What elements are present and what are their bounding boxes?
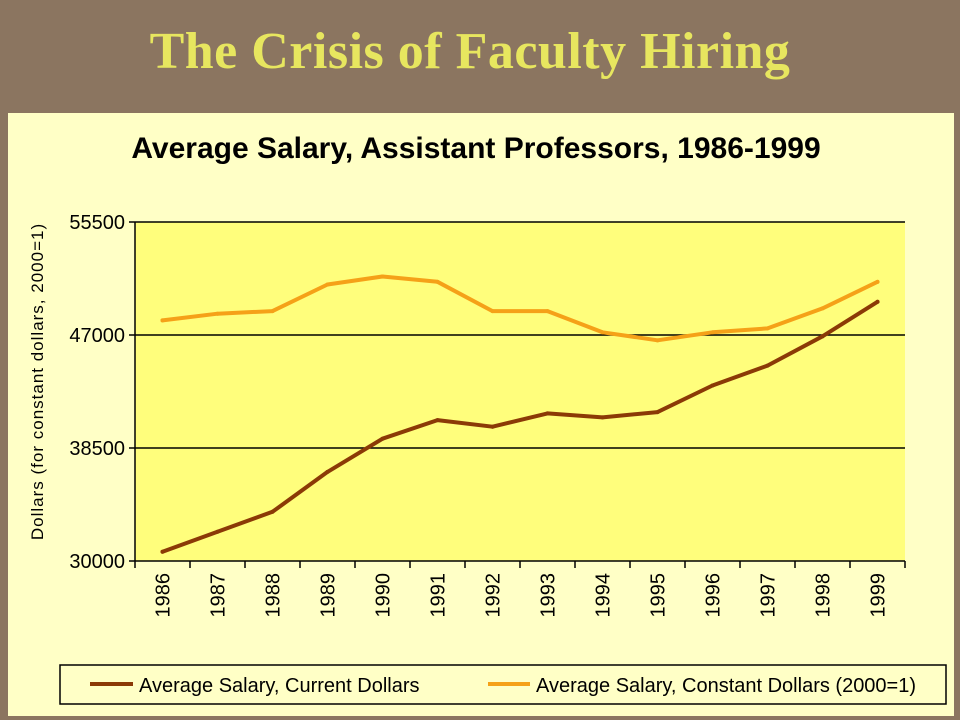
- series-lines: [160, 274, 880, 554]
- y-tick-label: 38500: [69, 438, 125, 460]
- data-point: [325, 282, 330, 287]
- data-point: [875, 279, 880, 284]
- legend-label: Average Salary, Current Dollars: [139, 675, 420, 697]
- x-tick-label: 1986: [153, 573, 175, 618]
- x-tick-label: 1996: [703, 573, 725, 618]
- data-point: [490, 424, 495, 429]
- chart-title: Average Salary, Assistant Professors, 19…: [131, 132, 820, 165]
- y-axis-ticks: 30000 38500 47000 55500: [69, 212, 135, 573]
- data-point: [215, 529, 220, 534]
- data-point: [875, 299, 880, 304]
- data-point: [655, 338, 660, 343]
- chart-panel: Average Salary, Assistant Professors, 19…: [8, 113, 954, 716]
- y-tick-label: 55500: [69, 212, 125, 234]
- slide-title: The Crisis of Faculty Hiring: [149, 23, 791, 80]
- y-axis-label: Dollars (for constant dollars, 2000=1): [28, 223, 47, 540]
- data-point: [600, 415, 605, 420]
- x-tick-label: 1987: [208, 573, 230, 618]
- data-point: [215, 311, 220, 316]
- x-tick-label: 1991: [428, 573, 450, 618]
- data-point: [765, 363, 770, 368]
- x-tick-label: 1997: [758, 573, 780, 618]
- x-tick-label: 1989: [318, 573, 340, 618]
- series-line-0: [160, 299, 880, 554]
- data-point: [600, 330, 605, 335]
- data-point: [435, 418, 440, 423]
- data-point: [545, 411, 550, 416]
- x-tick-label: 1990: [373, 573, 395, 618]
- series-line-1: [160, 274, 880, 343]
- data-point: [820, 334, 825, 339]
- data-point: [160, 549, 165, 554]
- plot-area: [135, 222, 905, 561]
- data-point: [380, 274, 385, 279]
- data-point: [765, 326, 770, 331]
- data-point: [545, 309, 550, 314]
- data-point: [380, 436, 385, 441]
- data-point: [325, 469, 330, 474]
- x-tick-label: 1994: [593, 573, 615, 618]
- data-point: [270, 509, 275, 514]
- y-tick-label: 47000: [69, 325, 125, 347]
- y-tick-label: 30000: [69, 551, 125, 573]
- legend-label: Average Salary, Constant Dollars (2000=1…: [536, 675, 916, 697]
- data-point: [270, 309, 275, 314]
- data-point: [710, 330, 715, 335]
- data-point: [710, 383, 715, 388]
- x-tick-label: 1999: [868, 573, 890, 618]
- axes: [134, 222, 905, 562]
- x-tick-label: 1993: [538, 573, 560, 618]
- data-point: [160, 318, 165, 323]
- grid-lines: [135, 221, 905, 449]
- x-tick-label: 1988: [263, 573, 285, 618]
- legend-box: [59, 664, 947, 705]
- legend: Average Salary, Current Dollars Average S…: [59, 664, 947, 705]
- line-chart: Average Salary, Assistant Professors, 19…: [28, 132, 947, 705]
- x-tick-label: 1998: [813, 573, 835, 618]
- data-point: [820, 306, 825, 311]
- data-point: [435, 279, 440, 284]
- data-point: [490, 309, 495, 314]
- x-tick-label: 1992: [483, 573, 505, 618]
- x-tick-label: 1995: [648, 573, 670, 618]
- x-axis-ticks: 1986 1987 1988 1989 1990 1991 1992 1993 1994 1995…: [134, 561, 906, 618]
- data-point: [655, 410, 660, 415]
